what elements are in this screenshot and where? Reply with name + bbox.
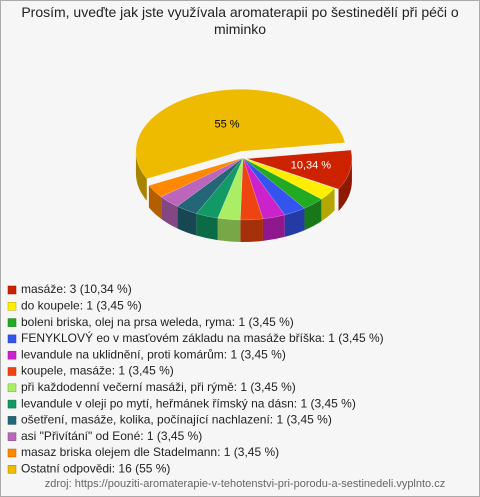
legend-swatch [7, 432, 17, 441]
legend-swatch [7, 350, 17, 360]
slice [242, 157, 322, 209]
slice-side [321, 188, 335, 222]
slice [246, 149, 353, 190]
legend-swatch [7, 465, 17, 474]
pie: 10,34 % 55 % [135, 89, 353, 242]
legend-swatch [7, 448, 17, 458]
legend-swatch [7, 399, 17, 409]
legend-label: levandule na uklidnění, proti komárům: 1… [21, 347, 286, 361]
slice-side [196, 213, 218, 241]
legend-label: do koupele: 1 (3,45 %) [21, 298, 142, 312]
legend-swatch [7, 416, 17, 425]
slice [148, 157, 244, 198]
data-label: 55 % [214, 119, 239, 131]
legend-label: boleni briska, olej na prsa weleda, ryma… [21, 315, 294, 329]
slice-side [177, 206, 197, 236]
slice-side [338, 158, 352, 212]
slice-side [161, 196, 178, 229]
slice-side [148, 185, 162, 219]
slice-side [135, 151, 147, 201]
slice [242, 157, 305, 216]
chart-title: Prosím, uveďte jak jste využívala aromat… [21, 4, 459, 37]
legend-swatch [7, 383, 17, 393]
legend-swatch [7, 318, 17, 327]
source: zdroj: https://pouziti-aromaterapie-v-te… [45, 478, 445, 490]
slice [160, 157, 244, 207]
slice-side [240, 218, 263, 242]
title-box: Prosím, uveďte jak jste využívala aromat… [21, 4, 459, 37]
legend-label: FENYKLOVÝ eo v masťovém základu na masáž… [21, 330, 384, 345]
legend-label: koupele, masáže: 1 (3,45 %) [21, 364, 174, 378]
legend-label: při každodenní večerní masáži, při rýmě:… [21, 380, 296, 394]
legend-label: asi "Přivítání" od Eoné: 1 (3,45 %) [21, 429, 202, 443]
legend-label: levandule v oleji po mytí, heřmánek říms… [21, 396, 356, 410]
legend-label: masáže: 3 (10,34 %) [21, 282, 132, 296]
legend-label: Ostatní odpovědi: 16 (55 %) [21, 461, 170, 475]
slice-side [217, 218, 241, 242]
legend-label: ošetření, masáže, kolika, počínající nac… [21, 413, 332, 427]
slice [135, 89, 346, 180]
legend-label: masaz briska olejem dle Stadelmann: 1 (3… [21, 445, 279, 459]
slice [195, 157, 244, 219]
slice-side [304, 199, 322, 231]
slice-side [284, 208, 305, 237]
legend-swatch [7, 302, 17, 311]
legend: masáže: 3 (10,34 %) do koupele: 1 (3,45 %… [7, 282, 384, 475]
slice [242, 157, 336, 200]
slice [240, 157, 264, 221]
slice [217, 157, 244, 221]
legend-swatch [7, 334, 17, 344]
slice [242, 157, 286, 220]
slice-side [262, 214, 285, 241]
data-label: 10,34 % [291, 160, 332, 172]
legend-swatch [7, 367, 17, 376]
slice [176, 157, 244, 214]
legend-swatch [7, 285, 17, 295]
